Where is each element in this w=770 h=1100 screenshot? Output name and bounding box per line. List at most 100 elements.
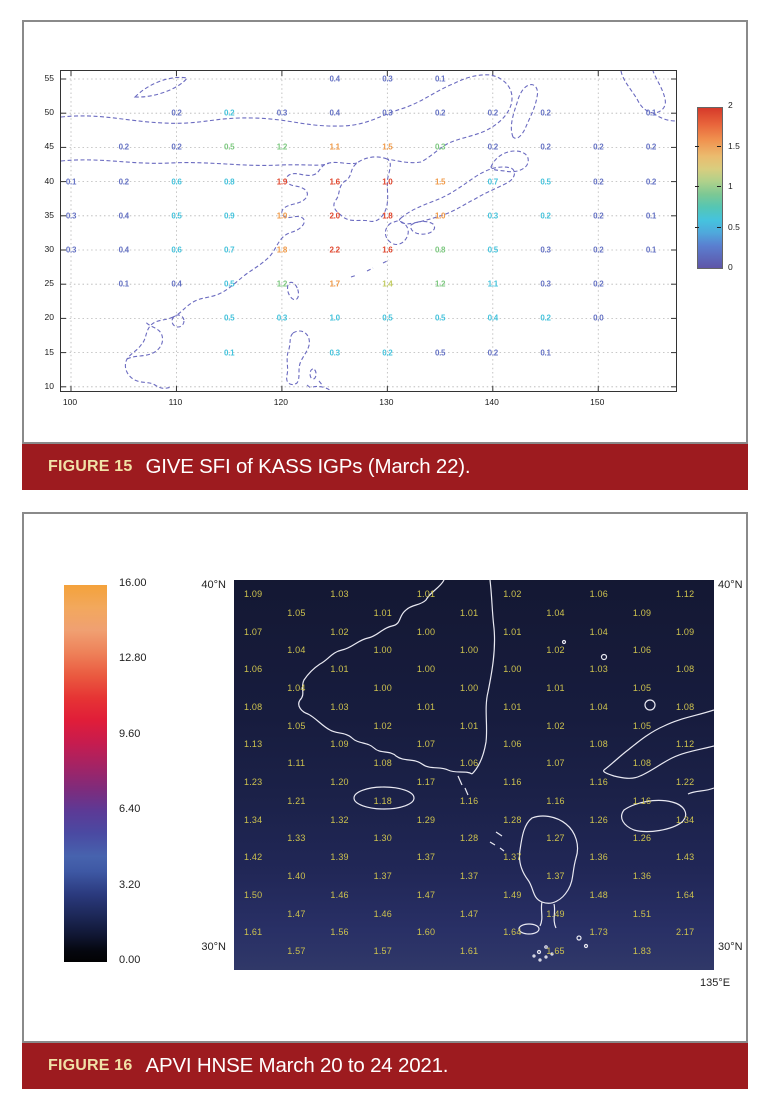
grid-value: 1.09: [330, 739, 349, 750]
grid-value: 1.06: [589, 589, 608, 599]
data-point: 0.2: [593, 142, 604, 152]
data-point: 0.4: [171, 279, 182, 289]
data-point: 0.0: [593, 313, 604, 323]
grid-value: 1.05: [632, 720, 652, 731]
grid-value: 1.01: [330, 664, 349, 675]
grid-value: 1.13: [244, 739, 263, 750]
grid-value: 1.06: [460, 758, 479, 769]
grid-value: 1.08: [244, 701, 263, 712]
data-point: 0.1: [224, 348, 235, 358]
grid-value: 1.01: [416, 701, 436, 712]
data-point: 0.7: [224, 245, 235, 255]
y-axis-tick-label: 35: [44, 209, 54, 220]
grid-value: 1.34: [676, 814, 695, 825]
grid-value: 1.32: [330, 814, 349, 825]
grid-value: 1.64: [503, 927, 522, 938]
figure-15-panel: 0.4 0.3 0.1 0.2 0.2 0.3 0.4 0.3 0.2 0.2 0.2 0.1 0.2 0…: [22, 20, 748, 490]
data-point: 2.0: [329, 211, 341, 221]
apvi-hnse-map: 1.09 1.03 1.01 1.02 1.06 1.12 1.05 1.01 1.01 1.04…: [234, 580, 714, 970]
coastline-paths: [298, 580, 714, 962]
data-point: 1.6: [329, 177, 341, 187]
data-point: 1.4: [382, 279, 393, 289]
data-point: 1.1: [329, 142, 341, 152]
grid-value: 1.01: [460, 720, 479, 731]
data-point: 0.8: [434, 245, 446, 255]
colorbar-tick-label: 0: [728, 262, 733, 272]
data-point: 1.8: [382, 211, 393, 221]
data-point: 0.3: [276, 313, 288, 323]
y-axis-tick-label: 55: [44, 73, 54, 83]
grid-value: 1.05: [632, 683, 652, 693]
data-point: 0.5: [382, 313, 393, 323]
grid-value: 1.61: [460, 946, 479, 957]
grid-value: 1.12: [676, 739, 695, 750]
x-axis-tick-label: 140: [484, 397, 499, 407]
grid-value: 1.08: [676, 701, 695, 712]
data-point: 0.3: [487, 211, 499, 221]
x-axis-tick-label: 100: [62, 397, 78, 407]
grid-value: 1.02: [546, 645, 565, 656]
grid-value: 1.00: [503, 664, 522, 675]
data-point: 0.2: [118, 177, 130, 187]
data-point: 0.2: [593, 279, 604, 289]
grid-value: 1.08: [676, 664, 695, 675]
grid-value: 1.09: [244, 589, 263, 599]
figure-15-caption-label: FIGURE 15: [48, 458, 133, 475]
data-point: 1.7: [329, 279, 341, 289]
grid-value: 1.43: [676, 852, 695, 863]
grid-value: 1.09: [676, 626, 695, 637]
data-point: 0.5: [224, 142, 235, 152]
grid-value: 1.01: [503, 701, 522, 712]
grid-value: 1.16: [503, 777, 522, 787]
grid-value: 1.34: [244, 814, 263, 825]
grid-value: 1.49: [546, 908, 565, 919]
grid-value: 1.46: [373, 908, 392, 919]
grid-value: 1.01: [546, 683, 565, 693]
grid-value: 1.50: [244, 889, 263, 900]
y-axis-tick-label: 20: [44, 312, 54, 323]
figure-15-caption-bar: FIGURE 15 GIVE SFI of KASS IGPs (March 2…: [22, 444, 748, 490]
grid-value: 1.47: [460, 908, 479, 919]
colorbar-tick-label: 1: [728, 181, 733, 191]
data-point: 0.3: [434, 142, 446, 152]
data-point: 0.3: [65, 211, 77, 221]
grid-value: 1.37: [546, 871, 565, 881]
data-point: 0.2: [487, 108, 499, 118]
lat-label-bottom-right: 30°N: [718, 941, 743, 953]
data-point: 0.5: [540, 177, 551, 187]
grid-value: 1.01: [503, 626, 522, 637]
x-axis-tick-label: 110: [168, 397, 183, 407]
y-axis-tick-label: 10: [44, 380, 54, 391]
colorbar-tick-label: 1.5: [728, 140, 740, 151]
grid-value: 1.08: [373, 758, 392, 769]
y-axis-tick-label: 15: [44, 346, 54, 357]
data-point: 0.1: [540, 348, 551, 358]
grid-value: 1.00: [416, 626, 436, 637]
data-point: 1.9: [276, 177, 288, 187]
grid-value: 1.30: [373, 833, 392, 844]
data-point: 1.0: [434, 211, 446, 221]
coastline-paths: [61, 71, 676, 391]
grid-value: 1.16: [589, 777, 608, 787]
grid-value: 1.08: [632, 758, 652, 769]
data-point: 0.1: [65, 177, 77, 187]
data-point: 0.3: [329, 348, 341, 358]
data-point: 0.2: [118, 142, 130, 152]
data-point: 0.4: [329, 108, 341, 118]
figure-15-plot-area: 0.4 0.3 0.1 0.2 0.2 0.3 0.4 0.3 0.2 0.2 0.2 0.1 0.2 0…: [22, 20, 748, 444]
x-axis-tick-label: 120: [273, 397, 288, 407]
grid-value: 1.47: [287, 908, 306, 919]
colorbar-tick-label: 6.40: [119, 803, 141, 816]
colorbar-tick-label: 0.5: [728, 221, 740, 232]
grid-value: 1.28: [503, 814, 522, 825]
grid-value: 1.47: [416, 889, 436, 900]
grid-value: 1.65: [546, 946, 565, 957]
coastline-map-east-asia: [61, 71, 676, 391]
data-point: 0.2: [171, 142, 182, 152]
grid-value: 1.42: [244, 852, 263, 863]
colorbar-notch: [695, 186, 699, 187]
data-point: 0.5: [171, 211, 182, 221]
grid-value: 1.06: [244, 664, 263, 675]
colorbar-tick-label: 3.20: [119, 878, 141, 891]
grid-value: 1.02: [503, 589, 522, 599]
